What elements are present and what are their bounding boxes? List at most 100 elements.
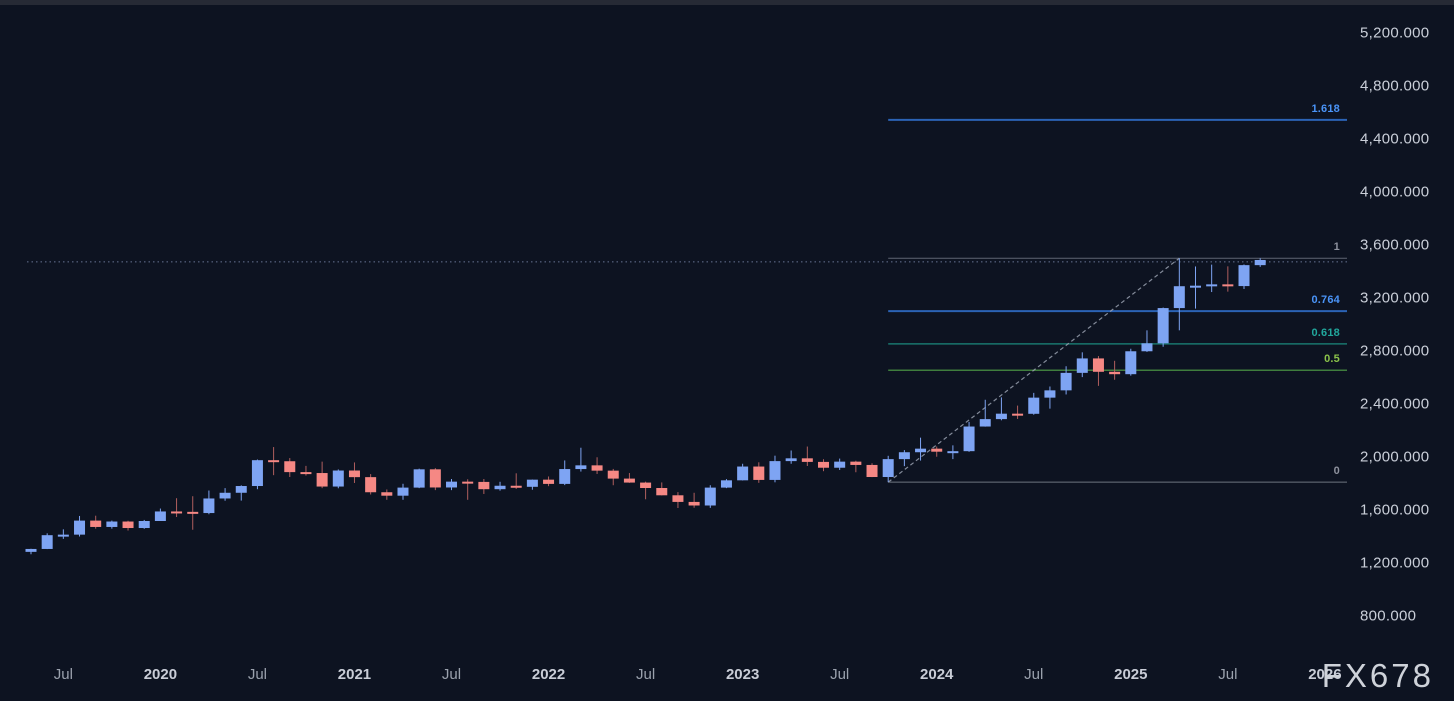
- candle-body: [284, 461, 296, 473]
- candle-body: [607, 470, 619, 479]
- candle-body: [74, 520, 86, 535]
- candle-body: [882, 459, 894, 478]
- candle-body: [979, 419, 991, 427]
- fib-level-label-1: 1: [1333, 241, 1340, 254]
- candle-body: [1092, 358, 1104, 372]
- candle: [882, 455, 894, 483]
- candle-body: [720, 480, 732, 488]
- watermark: FX678: [1321, 657, 1434, 694]
- candle-body: [300, 472, 312, 475]
- candle: [575, 447, 587, 472]
- candle: [1157, 307, 1169, 347]
- candle-body: [1060, 372, 1072, 391]
- time-axis-month-label: Jul: [53, 666, 73, 683]
- candle-body: [446, 481, 458, 488]
- candle-body: [138, 520, 150, 529]
- candle-body: [1141, 343, 1153, 352]
- candle: [57, 529, 69, 539]
- candle: [704, 485, 716, 508]
- candle: [1076, 352, 1088, 378]
- candle-body: [898, 452, 910, 460]
- candle: [1254, 258, 1266, 267]
- candle-body: [753, 466, 765, 480]
- candle: [1044, 386, 1056, 409]
- candle: [1092, 356, 1104, 386]
- candle-body: [947, 451, 959, 454]
- candle-body: [510, 485, 522, 488]
- candle: [365, 474, 377, 495]
- time-axis-month-label: Jul: [441, 666, 462, 683]
- candle-body: [591, 465, 603, 471]
- candle-body: [640, 482, 652, 489]
- time-axis-month-label: Jul: [1024, 666, 1044, 683]
- time-axis-month-label: Jul: [1218, 666, 1238, 683]
- candle-body: [995, 413, 1007, 420]
- candle: [769, 455, 781, 483]
- candle-body: [251, 460, 263, 487]
- candle: [397, 483, 409, 500]
- time-axis-year-label: 2024: [920, 666, 954, 683]
- candle: [1173, 258, 1185, 331]
- candle: [316, 461, 328, 489]
- candle-body: [1206, 284, 1218, 287]
- candle-body: [268, 460, 280, 463]
- candle: [413, 468, 425, 489]
- candle: [801, 446, 813, 467]
- candle-body: [785, 458, 797, 462]
- candle: [785, 450, 797, 464]
- candle: [1222, 266, 1234, 292]
- candle-body: [543, 479, 555, 484]
- candle-body: [1044, 390, 1056, 398]
- candle: [1189, 266, 1201, 309]
- candle: [1141, 330, 1153, 352]
- candle-body: [494, 485, 506, 490]
- candle: [284, 458, 296, 478]
- candle: [138, 519, 150, 529]
- fib-level-label-0.5: 0.5: [1324, 353, 1340, 366]
- price-axis-label: 4,000.000: [1360, 183, 1430, 201]
- price-axis-label: 800.000: [1360, 607, 1417, 625]
- candle: [834, 458, 846, 470]
- fib-level-label-0.764: 0.764: [1311, 294, 1340, 307]
- candle-body: [122, 521, 134, 529]
- candle: [90, 515, 102, 529]
- candle-body: [850, 461, 862, 465]
- candle: [623, 473, 635, 483]
- candle-body: [834, 461, 846, 468]
- candle-body: [737, 466, 749, 481]
- candle: [543, 476, 555, 487]
- price-axis-label: 3,200.000: [1360, 289, 1430, 307]
- candle: [462, 479, 474, 500]
- candle-body: [1238, 265, 1250, 287]
- price-axis-label: 1,200.000: [1360, 554, 1430, 572]
- candle-body: [1012, 413, 1024, 416]
- candle-body: [704, 487, 716, 506]
- candle-body: [1254, 259, 1266, 266]
- candle: [979, 399, 991, 427]
- candle: [154, 508, 166, 521]
- trendline[interactable]: [887, 257, 1180, 483]
- candle: [494, 481, 506, 491]
- candle-body: [478, 481, 490, 490]
- candle-body: [203, 498, 215, 514]
- candle-body: [1189, 285, 1201, 288]
- fib-level-label-0: 0: [1333, 465, 1340, 478]
- candle: [1060, 366, 1072, 395]
- candle-body: [90, 520, 102, 527]
- candle: [640, 481, 652, 500]
- candle: [187, 496, 199, 530]
- candle: [866, 463, 878, 478]
- candle: [219, 488, 231, 501]
- candle-body: [106, 521, 118, 527]
- candle: [995, 397, 1007, 421]
- candle: [559, 460, 571, 486]
- candle: [332, 469, 344, 489]
- time-axis-year-label: 2021: [337, 666, 372, 683]
- candle: [947, 445, 959, 460]
- candle-body: [57, 534, 69, 537]
- candle: [1125, 348, 1137, 376]
- candle: [25, 548, 37, 555]
- fib-level-label-1.618: 1.618: [1311, 102, 1340, 115]
- candle: [429, 468, 441, 491]
